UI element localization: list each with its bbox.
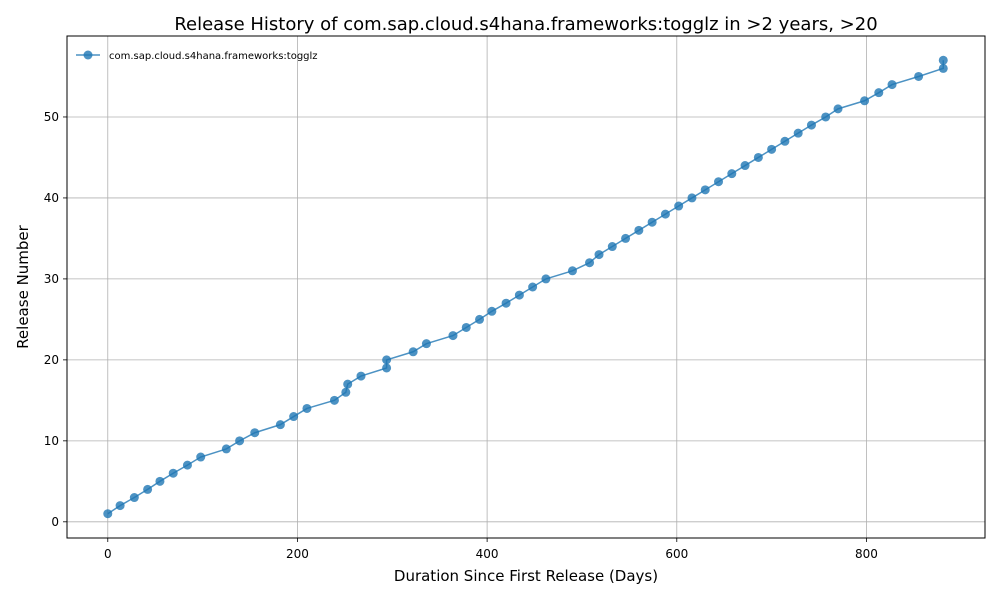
legend-marker [83,50,93,60]
data-point [528,282,538,292]
y-tick-label: 10 [44,434,59,448]
data-point [382,355,392,365]
data-point [821,112,831,122]
x-tick-label: 400 [476,547,499,561]
legend-label: com.sap.cloud.s4hana.frameworks:togglz [109,51,318,62]
data-point [501,298,511,308]
data-point [182,460,192,470]
data-point [833,104,843,114]
data-point [514,290,524,300]
x-tick-label: 800 [855,547,878,561]
y-tick-label: 0 [51,515,59,529]
data-point [621,233,631,243]
data-point [448,331,458,341]
data-point [714,177,724,187]
data-point [938,55,948,65]
data-point [289,412,299,422]
data-point [382,363,392,373]
x-tick-label: 200 [286,547,309,561]
data-point [567,266,577,276]
y-tick-label: 20 [44,353,59,367]
data-point [860,96,870,106]
data-point [408,347,418,357]
y-axis-title: Release Number [14,224,32,348]
plot-area-frame [66,35,986,539]
data-point [343,379,353,389]
data-point [740,161,750,171]
data-point [687,193,697,203]
data-point [585,258,595,268]
data-point [887,80,897,90]
y-tick-label: 30 [44,272,59,286]
data-point [647,217,657,227]
data-point [143,484,153,494]
data-point [221,444,231,454]
data-point [914,71,924,81]
data-point [753,152,763,162]
data-point [938,63,948,73]
data-point [341,387,351,397]
data-point [275,420,285,430]
data-point [103,509,113,519]
data-point [302,403,312,413]
data-point [674,201,684,211]
data-point [793,128,803,138]
ticks: 0 200 400 600 800 0 10 20 30 40 50 [44,110,878,561]
data-point [874,88,884,98]
data-point [421,339,431,349]
grid [67,36,985,538]
data-point [767,144,777,154]
data-point [634,225,644,235]
data-point [780,136,790,146]
series-line [107,60,945,515]
data-point [487,306,497,316]
data-point [250,428,260,438]
series-layer [103,55,948,519]
data-point [235,436,245,446]
x-axis-title: Duration Since First Release (Days) [394,567,658,585]
data-point [660,209,670,219]
data-point [700,185,710,195]
data-point [129,493,139,503]
data-point [541,274,551,284]
data-point [461,322,471,332]
data-point [356,371,366,381]
data-point [607,242,617,252]
legend: com.sap.cloud.s4hana.frameworks:togglz [76,50,318,62]
data-point [727,169,737,179]
x-tick-label: 0 [104,547,112,561]
y-tick-label: 50 [44,110,59,124]
y-tick-label: 40 [44,191,59,205]
data-point [115,501,125,511]
data-point [806,120,816,130]
data-point [329,395,339,405]
data-point [168,468,178,478]
x-tick-label: 600 [665,547,688,561]
data-point [475,314,485,324]
data-point [594,250,604,260]
chart-title: Release History of com.sap.cloud.s4hana.… [174,14,877,35]
data-point [196,452,206,462]
data-point [155,476,165,486]
